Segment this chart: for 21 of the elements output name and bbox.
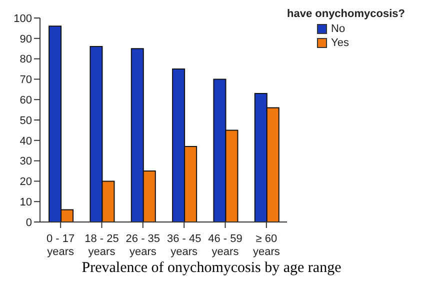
x-tick-label: 18 - 25 years (84, 233, 119, 258)
x-tick-label: 36 - 45 years (166, 233, 202, 258)
legend-title: have onychomycosis? (287, 8, 405, 20)
y-tick-label: 40 (20, 135, 32, 148)
x-tick-label: 26 - 35 years (126, 233, 160, 258)
text: Prevalence of onychomycosis by age range (80, 260, 342, 277)
y-tick-label: 50 (20, 114, 32, 127)
y-tick-label: 60 (20, 94, 32, 107)
legend-label: No (330, 23, 346, 35)
y-tick-label: 90 (20, 33, 32, 46)
y-tick-label: 70 (20, 74, 32, 86)
y-tick-label: 100 (14, 12, 32, 25)
y-tick-label: 0 (26, 216, 32, 229)
y-tick-label: 20 (20, 176, 32, 188)
x-tick-label: 0 - 17 years (46, 233, 75, 258)
y-tick-label: 80 (20, 54, 32, 66)
y-tick-label: 30 (20, 156, 32, 168)
y-tick-label: 10 (20, 196, 32, 209)
x-tick-label: 46 - 59 years (208, 233, 242, 258)
x-tick-label: ≥ 60 years (252, 233, 280, 258)
legend-label: Yes (330, 37, 350, 49)
